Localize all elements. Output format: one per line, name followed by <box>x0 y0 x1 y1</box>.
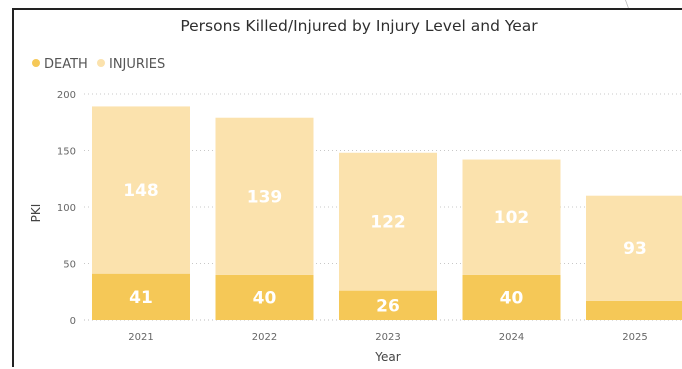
data-label-death-2024: 40 <box>500 288 524 308</box>
bar-death-2023[interactable] <box>339 290 437 320</box>
legend: DEATH INJURIES <box>32 57 165 72</box>
x-tick-label: 2025 <box>622 332 647 343</box>
data-label-injuries-2023: 122 <box>370 213 406 233</box>
y-tick-label: 50 <box>63 260 76 271</box>
legend-label-injuries[interactable]: INJURIES <box>109 57 165 72</box>
chart-svg: Persons Killed/Injured by Injury Level a… <box>29 17 682 364</box>
data-label-death-2023: 26 <box>376 296 400 316</box>
bar-injuries-2024[interactable] <box>462 159 561 275</box>
x-axis-title: Year <box>374 350 400 364</box>
bars: 41 148 40 139 26 122 40 102 93 <box>92 106 682 320</box>
y-axis-title: PKI <box>29 204 43 223</box>
data-label-death-2021: 41 <box>129 288 153 308</box>
x-tick-label: 2022 <box>252 332 277 343</box>
bar-injuries-2022[interactable] <box>215 117 314 275</box>
bar-death-2021[interactable] <box>92 273 190 320</box>
bar-death-2024[interactable] <box>462 274 561 320</box>
legend-label-death[interactable]: DEATH <box>44 57 88 72</box>
bar-injuries-2021[interactable] <box>92 106 190 274</box>
chart-visual[interactable]: Persons Killed/Injured by Injury Level a… <box>12 8 682 367</box>
data-label-injuries-2024: 102 <box>494 208 530 228</box>
bar-death-2022[interactable] <box>215 274 314 320</box>
data-label-injuries-2022: 139 <box>247 187 283 207</box>
y-tick-label: 0 <box>70 316 76 327</box>
x-tick-label: 2021 <box>128 332 153 343</box>
y-axis: 0 50 100 150 200 <box>57 90 76 327</box>
legend-marker-death <box>32 59 40 67</box>
data-label-injuries-2021: 148 <box>123 181 159 201</box>
data-label-death-2022: 40 <box>253 288 277 308</box>
y-tick-label: 200 <box>57 90 76 101</box>
chart-title: Persons Killed/Injured by Injury Level a… <box>180 17 538 35</box>
bar-injuries-2023[interactable] <box>339 152 437 291</box>
y-tick-label: 150 <box>57 147 76 158</box>
bar-death-2025[interactable] <box>586 300 682 320</box>
data-label-injuries-2025: 93 <box>623 239 647 259</box>
y-tick-label: 100 <box>57 203 76 214</box>
x-tick-label: 2024 <box>499 332 524 343</box>
x-axis: 2021 2022 2023 2024 2025 <box>128 332 647 343</box>
bar-injuries-2025[interactable] <box>586 195 682 301</box>
legend-marker-injuries <box>97 59 105 67</box>
x-tick-label: 2023 <box>375 332 400 343</box>
